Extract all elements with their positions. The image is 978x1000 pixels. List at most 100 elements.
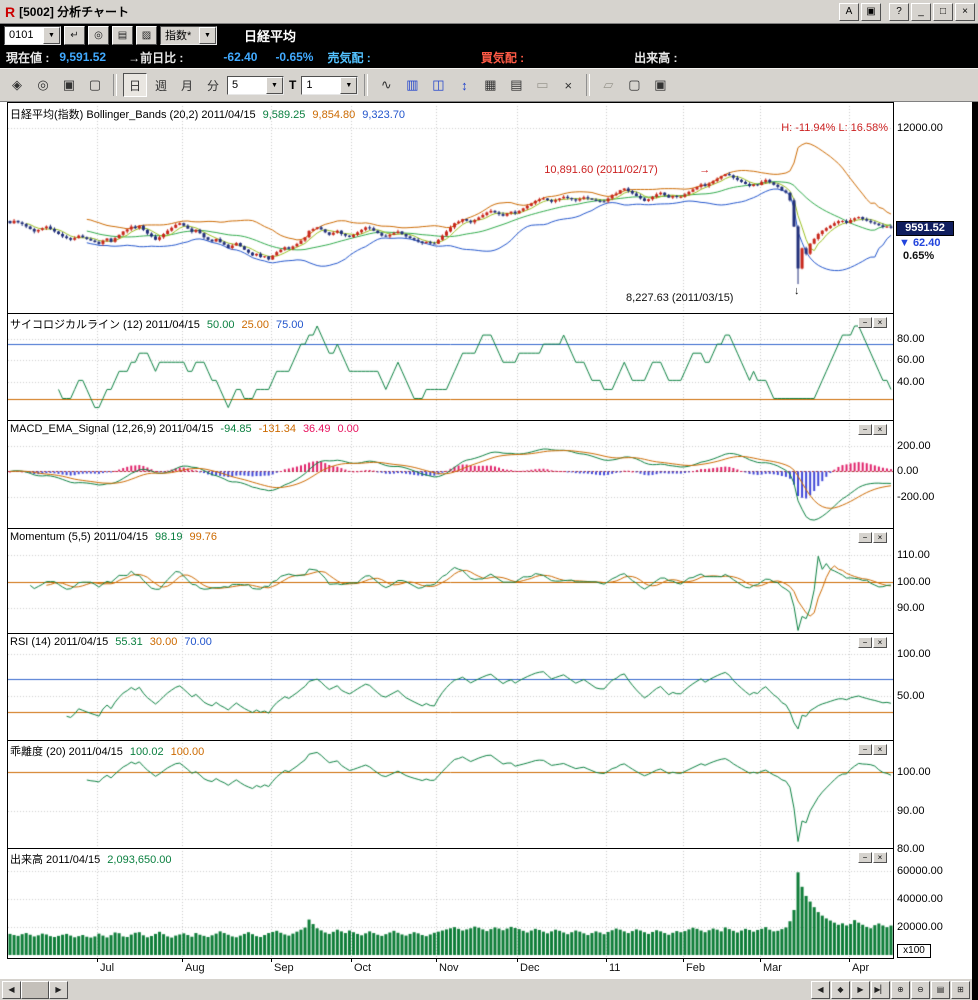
eraser-tool[interactable]: ▭ (530, 73, 555, 97)
volume-unit-label: x100 (897, 944, 931, 958)
current-price-value: 9,591.52 (59, 50, 107, 64)
vol-minimize-panel-button[interactable]: − (858, 852, 872, 863)
month-label: Nov (439, 962, 459, 974)
vol-plot[interactable] (8, 849, 893, 958)
mom-plot[interactable] (8, 529, 893, 633)
nav-jump-button[interactable]: ◆ (831, 980, 850, 999)
main-axis-label: 12000.00 (897, 122, 943, 135)
period-day-button[interactable]: 日 (123, 73, 147, 97)
chart-border-right (893, 102, 894, 959)
psych-close-panel-button[interactable]: × (873, 317, 887, 328)
scroll-right-button[interactable]: ▶ (49, 980, 68, 999)
vol-close-panel-button[interactable]: × (873, 852, 887, 863)
kairi-header-item: 100.02 (129, 746, 164, 758)
clear-button[interactable]: ▨ (136, 25, 157, 45)
macd-panel-title: MACD_EMA_Signal (12,26,9) 2011/04/15 -94.… (10, 423, 366, 435)
annotation-a-button[interactable]: A (839, 2, 859, 21)
draw-line-tool[interactable]: ∿ (374, 73, 399, 97)
doc-copy-button[interactable]: ▣ (861, 2, 881, 21)
nav-last-button[interactable]: ▶▏ (871, 980, 890, 999)
help-button[interactable]: ? (889, 2, 909, 21)
close-button[interactable]: × (955, 2, 975, 21)
month-label: 11 (609, 962, 621, 974)
lookup-icon: ◎ (94, 29, 103, 41)
list-button[interactable]: ▤ (112, 25, 133, 45)
zoom-out-button[interactable]: ⊖ (911, 980, 930, 999)
category-value: 指数* (165, 30, 192, 42)
psych-axis-label: 40.00 (897, 376, 925, 389)
psych-plot[interactable] (8, 314, 893, 420)
nav-first-button[interactable]: ◀ (811, 980, 830, 999)
mom-axis-label: 110.00 (897, 549, 930, 562)
psych-minimize-panel-button[interactable]: − (858, 317, 872, 328)
chart-border-bottom (7, 958, 894, 959)
trough-arrow-icon: ↓ (794, 285, 800, 298)
tick-interval-select[interactable]: 1 ▼ (301, 75, 359, 95)
kairi-panel-title: 乖離度 (20) 2011/04/15 100.02 100.00 (10, 743, 211, 759)
chevron-down-icon[interactable]: ▼ (266, 76, 283, 94)
page-print-button[interactable]: ▣ (648, 73, 673, 97)
period-minute-button[interactable]: 分 (201, 73, 225, 97)
vol-axis-label: 20000.00 (897, 920, 943, 933)
month-label: Sep (274, 962, 294, 974)
grid-button[interactable]: ⊞ (951, 980, 970, 999)
panel-separator (7, 740, 894, 741)
rsi-close-panel-button[interactable]: × (873, 637, 887, 648)
mom-minimize-panel-button[interactable]: − (858, 532, 872, 543)
period-month-button[interactable]: 月 (175, 73, 199, 97)
change-pct-value: -0.65% (275, 50, 314, 64)
macd-minimize-panel-button[interactable]: − (858, 424, 872, 435)
enter-icon: ↵ (70, 29, 79, 41)
delete-tool[interactable]: × (556, 73, 581, 97)
period-week-button[interactable]: 週 (149, 73, 173, 97)
minimize-button[interactable]: _ (911, 2, 931, 21)
nav-next-button[interactable]: ▶ (851, 980, 870, 999)
macd-close-panel-button[interactable]: × (873, 424, 887, 435)
mom-header-item: 99.76 (189, 531, 218, 543)
kairi-minimize-panel-button[interactable]: − (858, 744, 872, 755)
new-page-button[interactable]: ▢ (83, 73, 107, 97)
grid-display-button[interactable]: ▦ (478, 73, 503, 97)
macd-plot[interactable] (8, 421, 893, 528)
enter-button[interactable]: ↵ (64, 25, 85, 45)
kairi-plot[interactable] (8, 741, 893, 848)
kairi-axis-label: 100.00 (897, 766, 931, 779)
page-copy-button[interactable]: ▢ (622, 73, 647, 97)
symbol-code-select[interactable]: 0101 ▼ (4, 25, 61, 45)
lookup-button[interactable]: ◎ (88, 25, 109, 45)
scroll-left-button[interactable]: ◀ (2, 980, 21, 999)
clear-icon: ▨ (141, 29, 152, 41)
scrollbar-thumb[interactable] (21, 980, 49, 999)
quote-bar: 現在値 : 9,591.52 →前日比 : -62.40 -0.65% 売気配 … (0, 46, 978, 68)
copy-chart-button[interactable]: ▣ (57, 73, 81, 97)
minute-interval-select[interactable]: 5 ▼ (227, 75, 284, 95)
rsi-header-item: 30.00 (149, 636, 178, 648)
zoom-in-button[interactable]: ⊕ (891, 980, 910, 999)
category-select[interactable]: 指数* ▼ (160, 25, 217, 45)
pages-button[interactable]: ▤ (931, 980, 950, 999)
window-tile-button[interactable]: ▱ (596, 73, 621, 97)
candle-display-button[interactable]: ◫ (426, 73, 451, 97)
kairi-close-panel-button[interactable]: × (873, 744, 887, 755)
mom-close-panel-button[interactable]: × (873, 532, 887, 543)
rsi-minimize-panel-button[interactable]: − (858, 637, 872, 648)
volume-display-button[interactable]: ▥ (400, 73, 425, 97)
main-plot[interactable] (8, 104, 893, 313)
zoom-tool[interactable]: ◎ (31, 73, 55, 97)
panel-separator (7, 420, 894, 421)
psych-header-item: 50.00 (206, 319, 235, 331)
vol-axis-label: 40000.00 (897, 892, 943, 905)
chevron-down-icon[interactable]: ▼ (43, 26, 60, 44)
month-tick (436, 958, 437, 962)
layout-display-button[interactable]: ▤ (504, 73, 529, 97)
pan-tool[interactable]: ◈ (5, 73, 29, 97)
mom-panel-title: Momentum (5,5) 2011/04/15 98.19 99.76 (10, 531, 224, 543)
chevron-down-icon[interactable]: ▼ (199, 26, 216, 44)
scale-arrows-button[interactable]: ↕ (452, 73, 477, 97)
macd-header-item: -131.34 (258, 423, 296, 435)
tick-interval-select-value: 1 (306, 79, 313, 91)
maximize-button[interactable]: □ (933, 2, 953, 21)
chevron-down-icon[interactable]: ▼ (340, 76, 358, 94)
rsi-plot[interactable] (8, 634, 893, 740)
toolbar-separator (364, 74, 369, 96)
